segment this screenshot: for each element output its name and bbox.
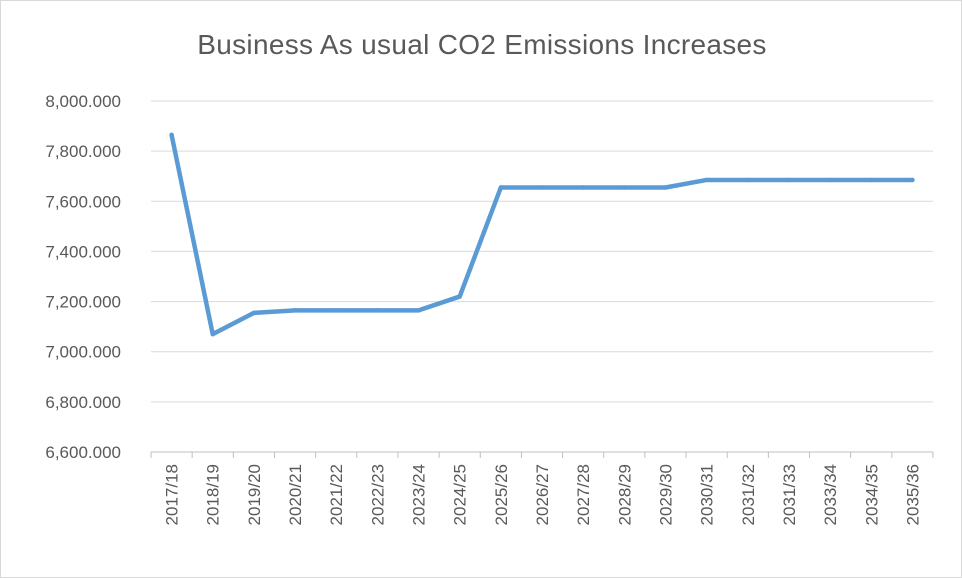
x-tick-label: 2026/27 <box>533 464 552 525</box>
data-point <box>663 185 668 190</box>
x-tick-label: 2021/22 <box>327 464 346 525</box>
y-tick-label: 7,800.000 <box>45 142 121 161</box>
x-tick-label: 2017/18 <box>163 464 182 525</box>
data-point <box>539 185 545 190</box>
y-tick-label: 6,800.000 <box>45 393 121 412</box>
x-axis <box>150 451 934 458</box>
y-tick-label: 6,600.000 <box>45 443 121 462</box>
gridlines <box>151 100 933 403</box>
data-point <box>869 177 874 183</box>
x-tick-label: 2029/30 <box>656 464 675 525</box>
data-point <box>169 132 174 138</box>
y-tick-label: 7,600.000 <box>45 192 121 211</box>
series-line <box>169 132 915 337</box>
data-point <box>416 308 421 313</box>
x-tick-label: 2019/20 <box>245 464 264 525</box>
x-tick-label: 2031/32 <box>739 464 758 525</box>
data-point <box>745 177 750 183</box>
data-point <box>292 308 298 313</box>
data-point <box>910 177 915 183</box>
y-tick-label: 7,000.000 <box>45 343 121 362</box>
x-tick-label: 2022/23 <box>368 464 387 525</box>
data-point <box>210 331 215 337</box>
data-point <box>704 177 709 183</box>
x-tick-label: 2033/34 <box>821 464 840 525</box>
data-point <box>334 308 339 313</box>
data-point <box>827 177 833 183</box>
data-point <box>375 308 380 313</box>
series-layer <box>169 132 915 337</box>
x-tick-label: 2018/19 <box>204 464 223 525</box>
y-tick-label: 8,000.000 <box>45 92 121 111</box>
y-tick-label: 7,400.000 <box>45 242 121 261</box>
x-axis-labels: 2017/18 2018/19 2019/20 2020/21 2021/22 2022/… <box>163 464 923 525</box>
chart-title: Business As usual CO2 Emissions Increase… <box>197 29 767 60</box>
x-tick-label: 2020/21 <box>286 464 305 525</box>
x-tick-label: 2035/36 <box>903 464 922 525</box>
y-tick-label: 7,200.000 <box>45 293 121 312</box>
x-tick-label: 2024/25 <box>451 464 470 525</box>
x-tick-label: 2028/29 <box>615 464 634 525</box>
y-axis-labels: 6,600.000 6,800.000 7,000.000 7,200.000 7,40… <box>45 92 121 462</box>
data-point <box>786 177 792 183</box>
data-point <box>498 185 504 190</box>
x-tick-label: 2023/24 <box>410 464 429 525</box>
data-point <box>580 185 586 190</box>
x-tick-label: 2027/28 <box>574 464 593 525</box>
x-tick-label: 2034/35 <box>862 464 881 525</box>
data-point <box>457 294 462 299</box>
x-tick-label: 2025/26 <box>492 464 511 525</box>
x-tick-label: 2030/31 <box>698 464 717 525</box>
data-point <box>622 185 627 190</box>
data-point <box>251 310 257 316</box>
x-tick-label: 2031/33 <box>780 464 799 525</box>
